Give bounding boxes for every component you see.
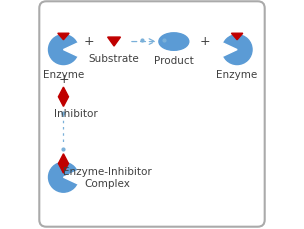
Circle shape xyxy=(49,163,78,192)
Text: +: + xyxy=(200,35,210,48)
Text: Enzyme-Inhibitor
Complex: Enzyme-Inhibitor Complex xyxy=(63,167,151,188)
Wedge shape xyxy=(64,171,79,184)
Polygon shape xyxy=(58,34,69,41)
Ellipse shape xyxy=(159,34,189,51)
Wedge shape xyxy=(64,44,79,57)
Text: Inhibitor: Inhibitor xyxy=(54,109,98,119)
Text: Product: Product xyxy=(154,56,194,66)
Text: Enzyme: Enzyme xyxy=(216,70,258,80)
Polygon shape xyxy=(58,154,68,173)
Circle shape xyxy=(222,35,252,65)
Text: +: + xyxy=(83,35,94,48)
Circle shape xyxy=(49,35,78,65)
Polygon shape xyxy=(231,34,243,41)
FancyBboxPatch shape xyxy=(39,2,265,227)
Text: Substrate: Substrate xyxy=(89,54,140,64)
Polygon shape xyxy=(108,38,120,47)
Text: Enzyme: Enzyme xyxy=(43,70,84,80)
Text: +: + xyxy=(58,73,69,85)
Wedge shape xyxy=(221,44,237,57)
Polygon shape xyxy=(58,88,68,107)
